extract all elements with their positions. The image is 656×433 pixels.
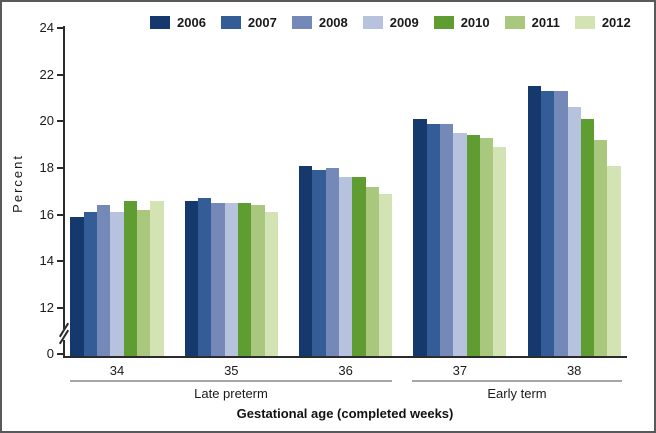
bar-2012-week34	[150, 200, 164, 357]
bar-2008-week37	[439, 123, 454, 357]
legend-item-2008: 2008	[291, 15, 348, 30]
y-tick-label-20: 20	[39, 113, 54, 129]
bar-2011-week36	[365, 186, 379, 357]
bar-2007-week35	[198, 198, 212, 357]
x-axis-title: Gestational age (completed weeks)	[236, 406, 454, 421]
y-tick-18	[57, 166, 64, 169]
legend-item-2006: 2006	[150, 15, 206, 30]
legend-item-2009: 2009	[362, 15, 419, 30]
legend-swatch	[220, 16, 241, 29]
legend-swatch	[150, 16, 170, 29]
legend-item-2007: 2007	[220, 15, 277, 30]
legend-label: 2009	[389, 15, 419, 30]
y-tick-22	[57, 73, 64, 76]
legend-swatch	[291, 16, 312, 29]
legend-label: 2011	[531, 15, 560, 30]
y-tick-label-24: 24	[39, 19, 54, 35]
legend-swatch	[504, 16, 525, 29]
bar-2007-week34	[83, 212, 98, 357]
y-tick-14	[57, 260, 64, 263]
bar-2007-week37	[426, 123, 440, 357]
bar-2007-week38	[540, 90, 555, 357]
y-tick-0	[57, 353, 64, 355]
legend-label: 2010	[460, 15, 490, 30]
y-tick-16	[57, 213, 64, 216]
y-tick-label-22: 22	[39, 66, 54, 82]
legend-item-2010: 2010	[433, 15, 490, 30]
y-tick-24	[57, 26, 64, 29]
legend: 2006 2007 2008 2009 2010 2011 2012	[150, 15, 631, 30]
bar-2009-week35	[224, 202, 238, 357]
y-tick-12	[57, 307, 64, 309]
bar-2010-week37	[466, 135, 480, 357]
bar-2011-week37	[479, 137, 494, 357]
late-preterm-underline	[70, 380, 392, 382]
bar-2011-week35	[251, 205, 265, 357]
bar-2006-week36	[299, 165, 313, 357]
x-category-label-38: 38	[566, 363, 582, 378]
y-tick-label-14: 14	[39, 253, 54, 269]
early-term-underline	[412, 380, 622, 382]
bar-2011-week34	[136, 209, 151, 357]
legend-label: 2006	[177, 15, 206, 30]
bar-2008-week35	[211, 202, 225, 357]
x-axis-line	[63, 356, 627, 358]
bar-2012-week35	[264, 212, 278, 357]
x-category-label-35: 35	[224, 363, 239, 378]
bar-2006-week34	[70, 216, 84, 357]
y-tick-label-0: 0	[46, 346, 54, 361]
bar-2007-week36	[312, 170, 326, 357]
bar-2006-week37	[413, 118, 427, 357]
bar-2012-week37	[493, 146, 507, 357]
group-label-late-preterm: Late preterm	[194, 386, 268, 401]
y-tick-label-12: 12	[39, 300, 54, 315]
bar-2010-week38	[580, 118, 595, 357]
bar-2008-week34	[97, 205, 111, 357]
bar-2006-week35	[184, 200, 199, 357]
x-category-label-36: 36	[338, 363, 353, 378]
y-tick-label-18: 18	[39, 159, 54, 175]
bar-2009-week38	[567, 107, 581, 357]
y-tick-20	[57, 120, 64, 123]
x-category-label-34: 34	[109, 363, 125, 378]
bar-2006-week38	[527, 86, 541, 357]
legend-label: 2007	[247, 15, 277, 30]
bar-2009-week36	[338, 177, 353, 357]
legend-item-2011: 2011	[504, 15, 560, 30]
bar-2008-week36	[325, 167, 339, 357]
y-axis-line-upper	[63, 26, 65, 329]
bar-2012-week38	[607, 165, 621, 357]
legend-label: 2012	[601, 15, 631, 30]
bar-2010-week35	[237, 202, 252, 357]
bar-2010-week36	[352, 177, 366, 357]
y-axis-line-lower	[63, 340, 65, 358]
bar-2009-week34	[110, 212, 124, 357]
x-category-label-37: 37	[452, 363, 468, 378]
bar-2011-week38	[594, 139, 608, 357]
legend-swatch	[574, 16, 595, 29]
bar-2009-week37	[453, 132, 467, 357]
legend-item-2012: 2012	[574, 15, 631, 30]
bar-2012-week36	[378, 193, 393, 357]
bar-2010-week34	[123, 200, 137, 357]
y-tick-label-16: 16	[39, 206, 54, 222]
legend-swatch	[362, 16, 383, 29]
legend-swatch	[433, 16, 454, 29]
legend-label: 2008	[318, 15, 348, 30]
group-label-early-term: Early term	[487, 386, 547, 401]
bar-2008-week38	[554, 90, 568, 357]
